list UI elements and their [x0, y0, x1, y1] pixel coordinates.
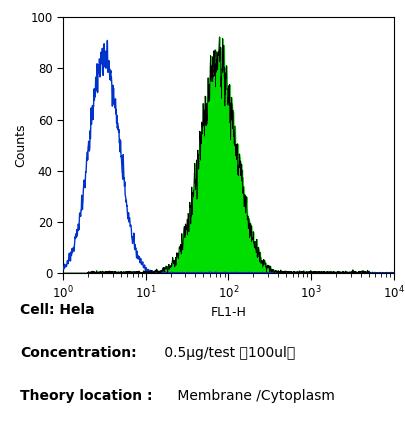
- Text: Cell: Hela: Cell: Hela: [20, 303, 95, 317]
- X-axis label: FL1-H: FL1-H: [210, 306, 246, 319]
- Text: Theory location :: Theory location :: [20, 389, 152, 403]
- Text: Concentration:: Concentration:: [20, 346, 136, 360]
- Text: Membrane /Cytoplasm: Membrane /Cytoplasm: [172, 389, 334, 403]
- Text: 0.5μg/test （100ul）: 0.5μg/test （100ul）: [160, 346, 295, 360]
- Y-axis label: Counts: Counts: [15, 123, 28, 167]
